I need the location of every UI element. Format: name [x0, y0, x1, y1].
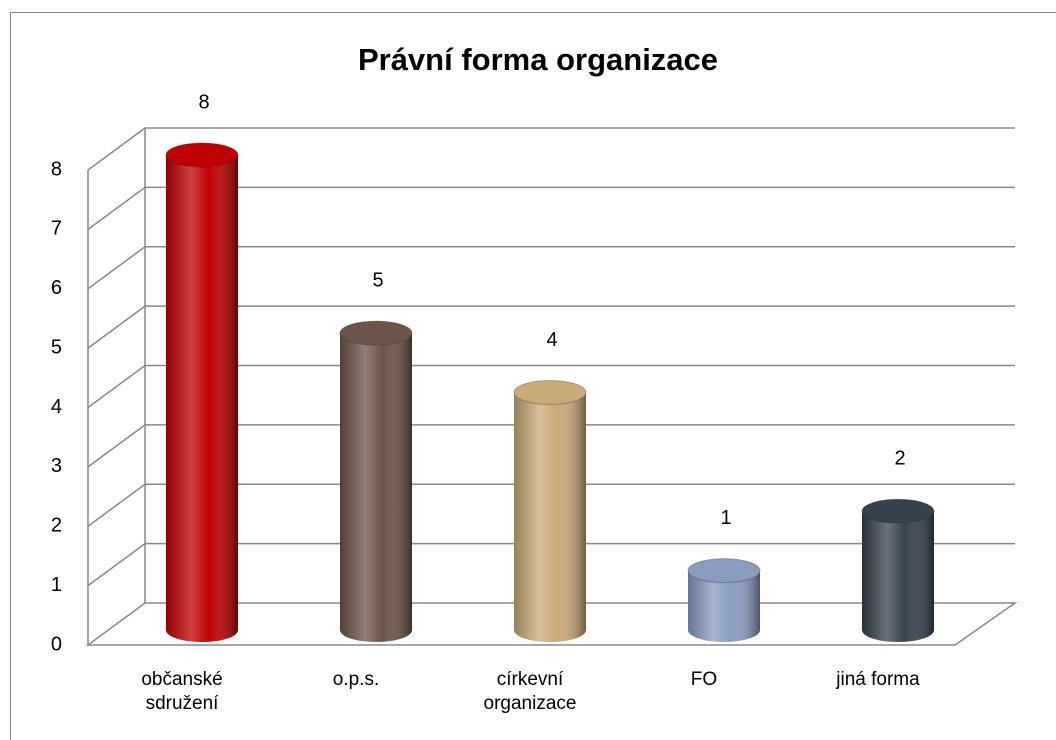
bar-group — [339, 320, 413, 642]
grid-line — [87, 127, 1015, 171]
x-tick-label: FO — [690, 669, 718, 690]
bar-shade — [340, 333, 412, 642]
y-tick-label: 4 — [51, 396, 62, 418]
y-tick-label: 1 — [51, 574, 62, 596]
y-tick-label: 0 — [51, 633, 62, 655]
y-tick-label: 5 — [51, 336, 62, 358]
grid-line — [87, 483, 1015, 527]
value-label: 1 — [720, 507, 731, 529]
value-label: 5 — [372, 269, 383, 291]
grid-line — [87, 186, 1015, 230]
frame — [10, 12, 1056, 740]
y-tick-label: 6 — [51, 277, 62, 299]
y-tick-label: 7 — [51, 218, 62, 240]
value-label: 2 — [894, 448, 905, 470]
bar-group — [165, 142, 239, 642]
grid-line — [87, 246, 1015, 290]
bar-shade — [166, 155, 238, 642]
x-tick-label: občanské sdružení — [141, 669, 223, 714]
x-tick-label: církevní organizace — [483, 669, 577, 714]
value-label: 8 — [198, 91, 209, 113]
bar-shade — [514, 392, 586, 642]
y-tick-label: 8 — [51, 158, 62, 180]
bar-shade — [688, 570, 760, 642]
bar-group — [861, 498, 935, 642]
bar-group — [687, 558, 761, 642]
bar-top — [861, 498, 935, 524]
grid-line — [87, 424, 1015, 468]
y-tick-label: 2 — [51, 515, 62, 537]
bar-shade — [862, 511, 934, 642]
value-label: 4 — [546, 329, 557, 351]
bar-top — [513, 380, 587, 405]
x-tick-label: jiná forma — [836, 669, 920, 690]
chart-title: Právní forma organizace — [358, 42, 718, 77]
grid-line — [87, 305, 1015, 349]
grid-line — [87, 364, 1015, 409]
bar-top — [687, 558, 761, 584]
grid-line — [87, 542, 1015, 587]
bar-top — [165, 142, 239, 168]
x-tick-label: o.p.s. — [332, 669, 380, 690]
bar-group — [513, 380, 587, 642]
bar-top — [339, 320, 413, 346]
y-tick-label: 3 — [51, 455, 62, 477]
floor — [85, 602, 1018, 646]
